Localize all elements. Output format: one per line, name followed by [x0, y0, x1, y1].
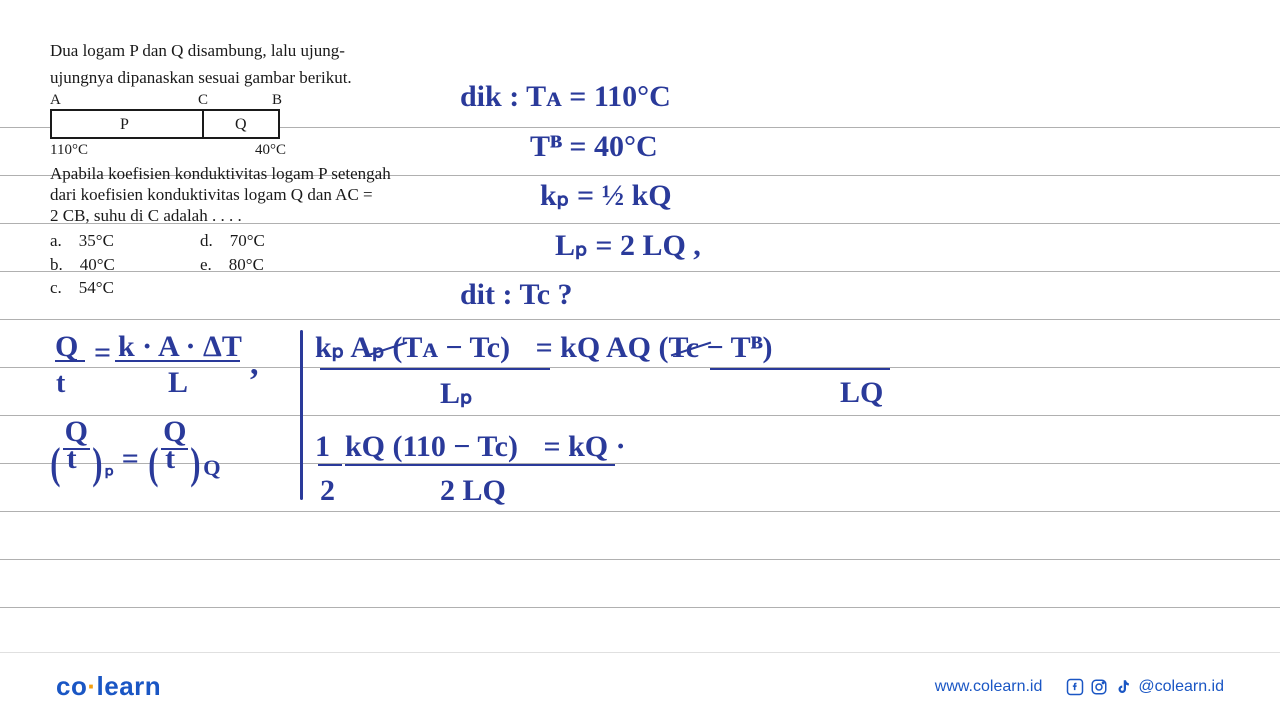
rhs1-num2: (Tc − Tᴮ)	[659, 331, 773, 364]
hw-rhs2-den1: 2	[320, 474, 335, 508]
label-A: A	[50, 91, 61, 110]
vertical-divider	[300, 330, 303, 500]
hw-rhs1-den2: LQ	[840, 376, 883, 410]
label-C: C	[198, 91, 208, 110]
label-P: P	[120, 115, 129, 135]
frac-bar-rhs2a	[318, 464, 342, 466]
options-grid: a. 35°C d. 70°C b. 40°C e. 80°C c. 54°C	[50, 230, 420, 298]
hw-rhs2: 1 kQ (110 − Tc) = kQ ·	[315, 430, 626, 464]
rect-divider	[202, 109, 204, 139]
frac-bar-rhs1a	[320, 368, 550, 370]
option-d: d. 70°C	[200, 230, 350, 251]
rhs1-eq: = kQ AQ	[536, 331, 651, 364]
condition-3: 2 CB, suhu di C adalah . . . .	[50, 205, 420, 226]
problem-text: Dua logam P dan Q disambung, lalu ujung-…	[50, 40, 420, 298]
option-b: b. 40°C	[50, 254, 200, 275]
hw-eq1-num2: k · A · ΔT	[118, 330, 242, 364]
logo: co·learn	[56, 671, 161, 702]
tiktok-icon	[1114, 678, 1132, 696]
hw-eq1-Q: Q	[55, 330, 78, 364]
rhs2-num2: kQ (110 − Tc)	[345, 430, 518, 463]
hw-dit: dit : Tc ?	[460, 278, 573, 312]
footer-right: www.colearn.id @colearn.id	[935, 678, 1224, 696]
hw-eq1-den2: L	[168, 366, 188, 400]
footer: co·learn www.colearn.id @colearn.id	[0, 652, 1280, 720]
temp-right: 40°C	[255, 141, 286, 160]
option-a: a. 35°C	[50, 230, 200, 251]
rhs1-num: kₚ Aₚ (Tᴀ − Tc)	[315, 331, 510, 364]
hw-rhs1: kₚ Aₚ (Tᴀ − Tc) = kQ AQ (Tc − Tᴮ)	[315, 330, 773, 365]
frac-bar-rhs1b	[710, 368, 890, 370]
hw-kp: kₚ = ½ kQ	[540, 178, 672, 213]
intro-line-1: Dua logam P dan Q disambung, lalu ujung-	[50, 40, 420, 61]
hw-eq1-eq: =	[94, 336, 111, 370]
hw-rhs1-den1: Lₚ	[440, 376, 473, 411]
rhs2-num1: 1	[315, 430, 330, 463]
rhs2-eq: = kQ ·	[543, 430, 625, 463]
hw-comma: ,	[250, 345, 259, 383]
logo-dot: ·	[87, 671, 96, 701]
logo-learn: learn	[97, 671, 162, 701]
condition-1: Apabila koefisien konduktivitas logam P …	[50, 163, 420, 184]
footer-url: www.colearn.id	[935, 678, 1043, 696]
label-B: B	[272, 91, 282, 110]
hw-eq1-t: t	[56, 368, 65, 400]
instagram-icon	[1090, 678, 1108, 696]
hw-lp: Lₚ = 2 LQ ,	[555, 228, 701, 263]
label-Q: Q	[235, 115, 247, 135]
social-icons: @colearn.id	[1066, 678, 1224, 696]
intro-line-2: ujungnya dipanaskan sesuai gambar beriku…	[50, 67, 420, 88]
option-e: e. 80°C	[200, 254, 350, 275]
facebook-icon	[1066, 678, 1084, 696]
frac-bar-2	[115, 360, 240, 362]
hw-tb: Tᴮ = 40°C	[530, 130, 658, 164]
frac-bar-1	[55, 360, 85, 362]
hw-eq2: (Qt)ₚ = (Qt)Q	[48, 418, 221, 489]
temp-left: 110°C	[50, 141, 88, 160]
metal-diagram: A C B P Q 110°C 40°C	[50, 95, 280, 155]
condition-2: dari koefisien konduktivitas logam Q dan…	[50, 184, 420, 205]
footer-handle: @colearn.id	[1138, 678, 1224, 696]
option-c: c. 54°C	[50, 277, 200, 298]
content-area: Dua logam P dan Q disambung, lalu ujung-…	[0, 0, 1280, 720]
hw-rhs2-den2: 2 LQ	[440, 474, 506, 508]
logo-co: co	[56, 671, 87, 701]
hw-dik: dik : Tᴀ = 110°C	[460, 80, 671, 114]
frac-bar-rhs2b	[345, 464, 615, 466]
